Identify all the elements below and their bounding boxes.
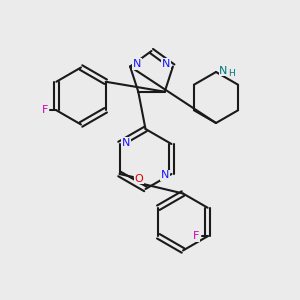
Text: N: N [122, 137, 130, 148]
Text: O: O [135, 173, 143, 184]
Text: F: F [193, 231, 200, 241]
Text: N: N [161, 170, 169, 181]
Text: N: N [162, 59, 170, 69]
Text: N: N [133, 59, 141, 69]
Text: N: N [219, 65, 228, 76]
Text: H: H [228, 69, 235, 78]
Text: F: F [42, 105, 48, 115]
